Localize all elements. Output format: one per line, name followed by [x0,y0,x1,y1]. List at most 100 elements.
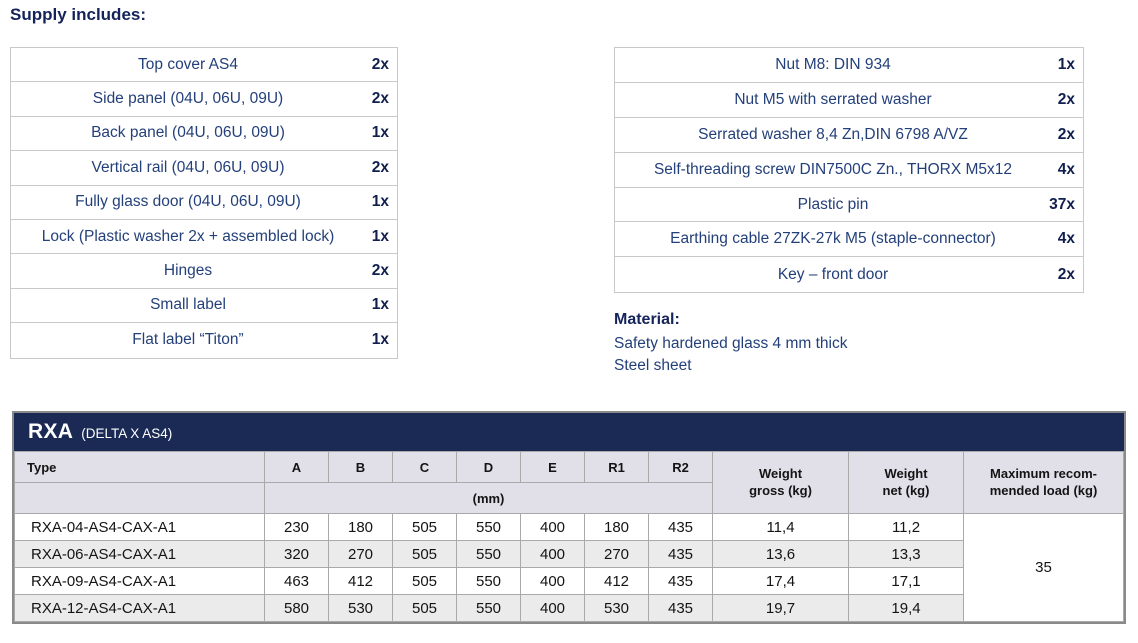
col-header-r1: R1 [584,451,649,483]
spec-data-row: RXA-04-AS4-CAX-A1 230 180 505 550 400 18… [14,513,1124,622]
material-section: Material: Safety hardened glass 4 mm thi… [614,311,847,377]
supply-item-qty: 2x [1057,90,1075,108]
supply-list-right: Nut M8: DIN 934 1x Nut M5 with serrated w… [614,47,1084,294]
cell-r2: 435 [648,540,713,568]
cell-e: 400 [520,594,585,622]
cell-c: 505 [392,513,457,541]
cell-r1: 270 [584,540,649,568]
supply-row: Nut M8: DIN 934 1x [615,48,1083,83]
spec-table-container: RXA (DELTA X AS4) Type A B C D E R1 R2 W… [12,411,1126,624]
cell-r2: 435 [648,594,713,622]
supply-item-qty: 2x [371,262,389,280]
cell-a: 230 [264,513,329,541]
supply-row: Key – front door 2x [615,257,1083,292]
supply-item-label: Plastic pin [797,195,869,213]
supply-includes-heading: Supply includes: [10,5,147,24]
col-header-r2: R2 [648,451,713,483]
supply-item-label: Side panel (04U, 06U, 09U) [92,90,284,108]
spec-table-subtitle: (DELTA X AS4) [81,425,173,441]
spec-data-row: RXA-09-AS4-CAX-A1 463 412 505 550 400 41… [14,567,1124,595]
spec-table-title: RXA [28,420,74,443]
supply-item-qty: 2x [371,55,389,73]
supply-item-label: Hinges [163,262,213,280]
cell-type: RXA-09-AS4-CAX-A1 [14,567,265,595]
cell-weight-gross: 17,4 [712,567,849,595]
unit-label: (mm) [264,482,713,514]
supply-item-label: Serrated washer 8,4 Zn,DIN 6798 A/VZ [698,125,968,143]
supply-item-qty: 2x [1057,125,1075,143]
supply-item-qty: 1x [371,331,389,349]
supply-item-qty: 1x [1057,55,1075,73]
cell-c: 505 [392,594,457,622]
supply-row: Serrated washer 8,4 Zn,DIN 6798 A/VZ 2x [615,118,1083,153]
cell-type: RXA-12-AS4-CAX-A1 [14,594,265,622]
supply-item-label: Back panel (04U, 06U, 09U) [91,124,285,142]
col-header-weight-net: Weight net (kg) [848,451,964,514]
col-header-c: C [392,451,457,483]
cell-r2: 435 [648,513,713,541]
supply-row: Small label 1x [11,289,397,324]
supply-row: Hinges 2x [11,254,397,289]
supply-item-label: Small label [150,296,226,314]
cell-e: 400 [520,513,585,541]
cell-b: 530 [328,594,393,622]
cell-weight-net: 19,4 [848,594,964,622]
cell-weight-net: 11,2 [848,513,964,541]
col-header-e: E [520,451,585,483]
supply-item-qty: 1x [371,124,389,142]
col-header-b: B [328,451,393,483]
supply-item-qty: 37x [1049,195,1075,213]
supply-item-label: Vertical rail (04U, 06U, 09U) [91,158,285,176]
col-header-max-load: Maximum recom- mended load (kg) [963,451,1124,514]
supply-row: Plastic pin 37x [615,188,1083,223]
col-header-type: Type [14,451,265,483]
cell-type: RXA-06-AS4-CAX-A1 [14,540,265,568]
cell-weight-gross: 13,6 [712,540,849,568]
supply-item-label: Flat label “Titon” [132,331,244,349]
unit-row-empty-cell [14,482,265,514]
supply-item-label: Self-threading screw DIN7500C Zn., THORX… [653,160,1013,178]
supply-item-label: Fully glass door (04U, 06U, 09U) [75,193,301,211]
cell-weight-gross: 11,4 [712,513,849,541]
material-line: Safety hardened glass 4 mm thick [614,335,848,352]
spec-data-row: RXA-06-AS4-CAX-A1 320 270 505 550 400 27… [14,540,1124,568]
supply-item-qty: 2x [1057,265,1075,283]
cell-e: 400 [520,540,585,568]
cell-weight-net: 13,3 [848,540,964,568]
supply-row: Nut M5 with serrated washer 2x [615,83,1083,118]
supply-item-qty: 4x [1057,230,1075,248]
supply-row: Flat label “Titon” 1x [11,323,397,357]
supply-item-qty: 1x [371,296,389,314]
spec-table-titlebar: RXA (DELTA X AS4) [14,413,1124,451]
cell-r1: 180 [584,513,649,541]
cell-d: 550 [456,513,521,541]
cell-a: 320 [264,540,329,568]
spec-table: Type A B C D E R1 R2 Weight gross (kg) W… [14,451,1124,622]
cell-type: RXA-04-AS4-CAX-A1 [14,513,265,541]
supply-row: Lock (Plastic washer 2x + assembled lock… [11,220,397,255]
supply-item-qty: 2x [371,90,389,108]
supply-list-left: Top cover AS4 2x Side panel (04U, 06U, 09… [10,47,398,359]
supply-row: Self-threading screw DIN7500C Zn., THORX… [615,153,1083,188]
cell-weight-net: 17,1 [848,567,964,595]
cell-e: 400 [520,567,585,595]
cell-d: 550 [456,594,521,622]
supply-row: Fully glass door (04U, 06U, 09U) 1x [11,186,397,220]
cell-a: 580 [264,594,329,622]
supply-item-label: Nut M5 with serrated washer [734,90,932,108]
cell-b: 412 [328,567,393,595]
supply-item-qty: 1x [371,193,389,211]
cell-weight-gross: 19,7 [712,594,849,622]
spec-header-row: Type A B C D E R1 R2 Weight gross (kg) W… [14,451,1124,514]
supply-item-qty: 4x [1057,160,1075,178]
material-heading: Material: [614,311,680,328]
supply-item-label: Lock (Plastic washer 2x + assembled lock… [41,227,335,245]
material-line: Steel sheet [614,357,692,374]
cell-d: 550 [456,567,521,595]
supply-item-qty: 1x [371,227,389,245]
supply-row: Top cover AS4 2x [11,48,397,83]
cell-max-load: 35 [963,513,1124,622]
cell-r1: 530 [584,594,649,622]
cell-c: 505 [392,567,457,595]
supply-item-label: Nut M8: DIN 934 [775,55,891,73]
